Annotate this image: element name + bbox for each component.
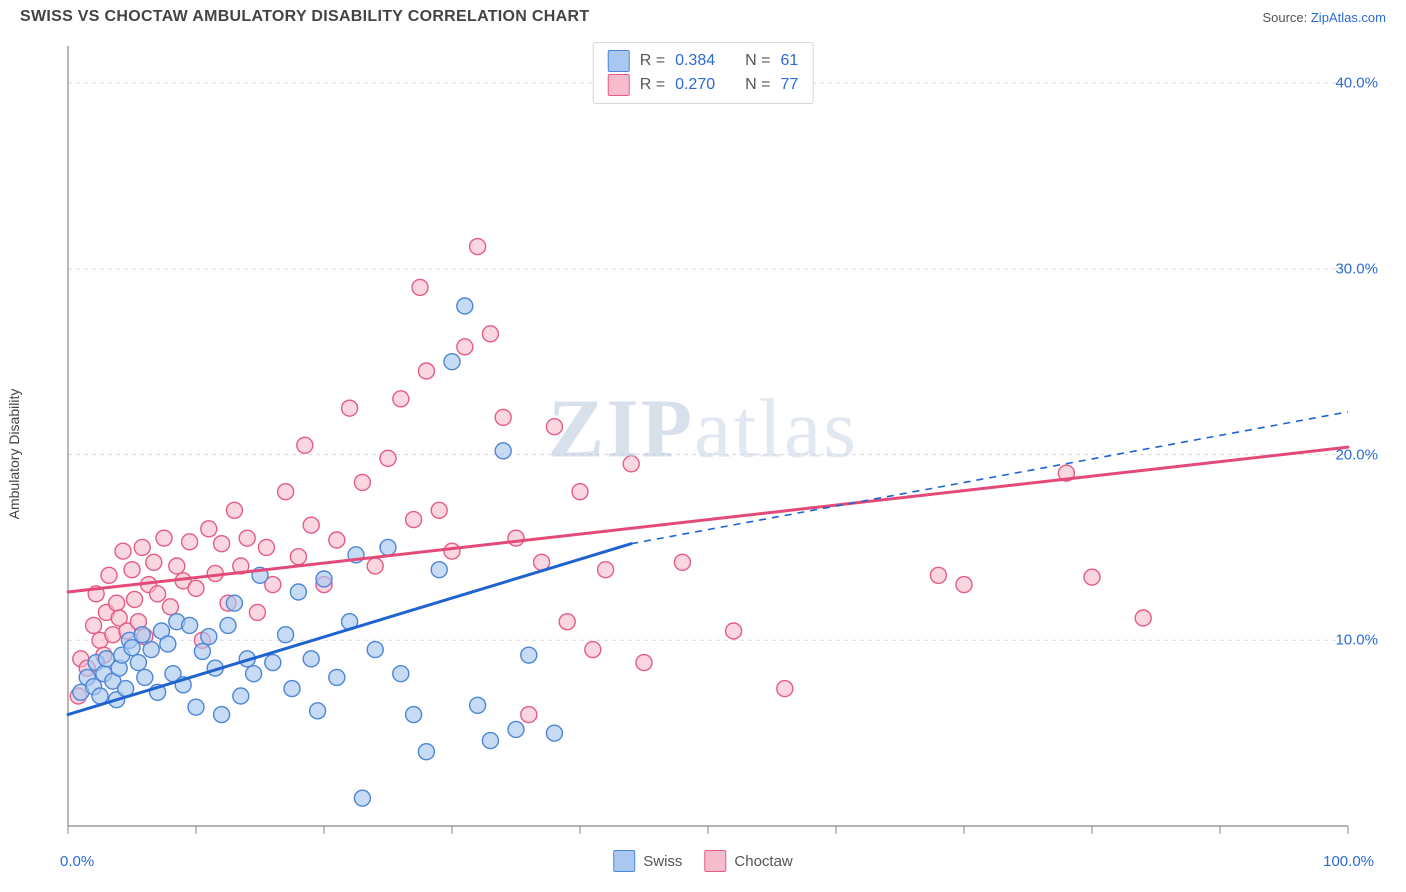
chart-title: SWISS VS CHOCTAW AMBULATORY DISABILITY C… bbox=[20, 8, 589, 26]
legend-series: Swiss Choctaw bbox=[613, 850, 793, 872]
source-label: Source: ZipAtlas.com bbox=[1262, 10, 1386, 25]
y-tick-label: 40.0% bbox=[1335, 75, 1378, 92]
r-value: 0.270 bbox=[675, 73, 715, 97]
r-value: 0.384 bbox=[675, 49, 715, 73]
legend-swatch bbox=[613, 850, 635, 872]
n-value: 77 bbox=[780, 73, 798, 97]
y-tick-label: 20.0% bbox=[1335, 446, 1378, 463]
legend-correlation: R = 0.384 N = 61 R = 0.270 N = 77 bbox=[593, 42, 814, 104]
y-axis-label: Ambulatory Disability bbox=[6, 389, 22, 520]
r-label: R = bbox=[640, 49, 665, 73]
legend-swatch bbox=[608, 50, 630, 72]
chart-container: Ambulatory Disability ZIPatlas R =0.384N… bbox=[20, 36, 1386, 872]
y-tick-label: 10.0% bbox=[1335, 632, 1378, 649]
legend-correlation-row: R = 0.270 N = 77 bbox=[608, 73, 799, 97]
legend-series-item: Choctaw bbox=[704, 850, 792, 872]
x-axis-min-label: 0.0% bbox=[60, 853, 94, 870]
legend-series-label: Swiss bbox=[643, 853, 682, 870]
n-label: N = bbox=[745, 73, 770, 97]
source-link[interactable]: ZipAtlas.com bbox=[1311, 10, 1386, 25]
r-label: R = bbox=[640, 73, 665, 97]
n-label: N = bbox=[745, 49, 770, 73]
legend-series-label: Choctaw bbox=[734, 853, 792, 870]
scatter-plot bbox=[20, 36, 1386, 872]
y-tick-label: 30.0% bbox=[1335, 260, 1378, 277]
n-value: 61 bbox=[780, 49, 798, 73]
legend-correlation-row: R = 0.384 N = 61 bbox=[608, 49, 799, 73]
legend-swatch bbox=[704, 850, 726, 872]
source-prefix: Source: bbox=[1262, 10, 1310, 25]
legend-series-item: Swiss bbox=[613, 850, 682, 872]
legend-swatch bbox=[608, 74, 630, 96]
x-axis-max-label: 100.0% bbox=[1323, 853, 1374, 870]
